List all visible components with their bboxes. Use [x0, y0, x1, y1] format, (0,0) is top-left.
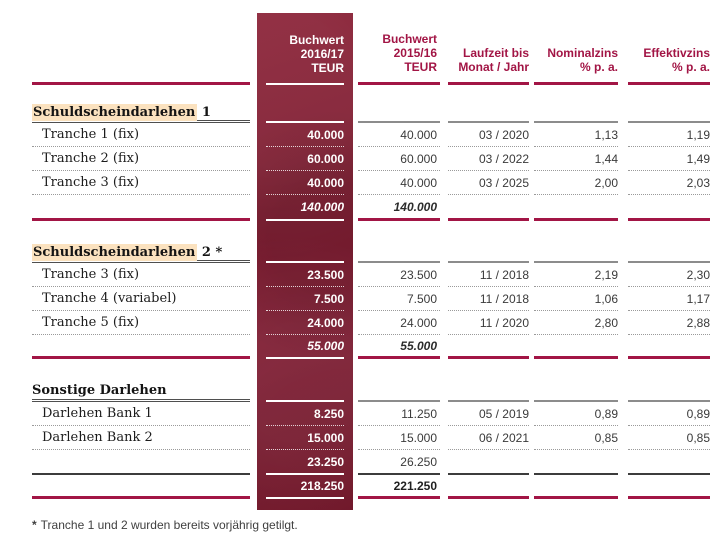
laufzeit-value: 03 / 2020 [448, 123, 529, 147]
buchwert-2016-17-value: 15.000 [266, 426, 344, 450]
nominalzins-value: 1,13 [534, 123, 618, 147]
section-total-2016-17: 140.000 [266, 195, 344, 221]
laufzeit-value: 11 / 2018 [448, 287, 529, 311]
laufzeit-value: 05 / 2019 [448, 402, 529, 426]
header-laufzeit: Laufzeit bis Monat / Jahr [448, 13, 529, 85]
buchwert-2015-16-value: 15.000 [358, 426, 440, 450]
nominalzins-value: 2,00 [534, 171, 618, 195]
laufzeit-value: 11 / 2018 [448, 263, 529, 287]
section-subtotal-row: 23.250 26.250 [0, 450, 721, 473]
section-total-2016-17: 55.000 [266, 335, 344, 359]
footnote-asterisk: * [32, 518, 37, 532]
effektivzins-value: 2,03 [628, 171, 710, 195]
laufzeit-value: 03 / 2025 [448, 171, 529, 195]
section-1-heading: Schuldscheindarlehen 1 [32, 104, 250, 123]
header-buchwert-2016-17-line2: 2016/17 [300, 47, 344, 61]
table-row: Darlehen Bank 2 15.000 15.000 06 / 2021 … [0, 426, 721, 450]
buchwert-2015-16-value: 11.250 [358, 402, 440, 426]
header-label-column [32, 13, 250, 85]
subtotal-2016-17: 23.250 [307, 454, 344, 469]
header-buchwert-2016-17-line1: Buchwert [289, 33, 344, 47]
buchwert-2016-17-value: 60.000 [266, 147, 344, 171]
header-buchwert-2016-17: Buchwert 2016/17 TEUR [257, 13, 353, 85]
row-label: Darlehen Bank 2 [32, 426, 250, 450]
buchwert-2015-16-value: 23.500 [358, 263, 440, 287]
effektivzins-value: 1,17 [628, 287, 710, 311]
nominalzins-value: 0,85 [534, 426, 618, 450]
laufzeit-value: 06 / 2021 [448, 426, 529, 450]
table-row: Tranche 5 (fix) 24.000 24.000 11 / 2020 … [0, 311, 721, 335]
row-label: Darlehen Bank 1 [32, 402, 250, 426]
effektivzins-value: 2,30 [628, 263, 710, 287]
nominalzins-value: 1,44 [534, 147, 618, 171]
table-row: Darlehen Bank 1 8.250 11.250 05 / 2019 0… [0, 402, 721, 426]
buchwert-2016-17-value: 7.500 [266, 287, 344, 311]
laufzeit-value: 11 / 2020 [448, 311, 529, 335]
spacer [0, 359, 721, 383]
effektivzins-value: 1,49 [628, 147, 710, 171]
grand-total-row: 218.250 221.250 [0, 473, 721, 499]
loan-table: Buchwert 2016/17 TEUR Buchwert 2015/16 T… [0, 0, 721, 499]
effektivzins-value: 0,89 [628, 402, 710, 426]
table-row: Tranche 1 (fix) 40.000 40.000 03 / 2020 … [0, 123, 721, 147]
nominalzins-value: 2,19 [534, 263, 618, 287]
table-row: Tranche 3 (fix) 40.000 40.000 03 / 2025 … [0, 171, 721, 195]
section-total-row: 140.000 140.000 [0, 195, 721, 221]
buchwert-2016-17-value: 24.000 [266, 311, 344, 335]
row-label: Tranche 5 (fix) [32, 311, 250, 335]
section-heading-row: Sonstige Darlehen [0, 383, 721, 402]
effektivzins-value: 2,88 [628, 311, 710, 335]
grand-total-2016-17: 218.250 [266, 473, 344, 499]
spacer [0, 85, 721, 105]
nominalzins-value: 1,06 [534, 287, 618, 311]
nominalzins-value: 0,89 [534, 402, 618, 426]
row-label: Tranche 3 (fix) [32, 263, 250, 287]
spacer [0, 221, 721, 245]
header-nominalzins: Nominalzins % p. a. [534, 13, 618, 85]
effektivzins-value: 0,85 [628, 426, 710, 450]
row-label: Tranche 1 (fix) [32, 123, 250, 147]
section-total-2015-16: 55.000 [358, 335, 440, 359]
header-buchwert-2016-17-line3: TEUR [311, 61, 344, 75]
subtotal-2015-16: 26.250 [400, 454, 437, 469]
nominalzins-value: 2,80 [534, 311, 618, 335]
row-label: Tranche 2 (fix) [32, 147, 250, 171]
row-label: Tranche 4 (variabel) [32, 287, 250, 311]
section-3-heading: Sonstige Darlehen [32, 383, 250, 402]
table-row: Tranche 2 (fix) 60.000 60.000 03 / 2022 … [0, 147, 721, 171]
table-row: Tranche 3 (fix) 23.500 23.500 11 / 2018 … [0, 263, 721, 287]
table-row: Tranche 4 (variabel) 7.500 7.500 11 / 20… [0, 287, 721, 311]
buchwert-2015-16-value: 40.000 [358, 123, 440, 147]
section-heading-row: Schuldscheindarlehen 2 * [0, 244, 721, 263]
buchwert-2015-16-value: 24.000 [358, 311, 440, 335]
footnote: * Tranche 1 und 2 wurden bereits vorjähri… [32, 518, 298, 532]
row-label: Tranche 3 (fix) [32, 171, 250, 195]
buchwert-2016-17-value: 40.000 [266, 123, 344, 147]
grand-total-2015-16: 221.250 [358, 473, 440, 499]
buchwert-2015-16-value: 60.000 [358, 147, 440, 171]
section-2-heading: Schuldscheindarlehen 2 * [32, 244, 250, 263]
section-heading-row: Schuldscheindarlehen 1 [0, 104, 721, 123]
laufzeit-value: 03 / 2022 [448, 147, 529, 171]
effektivzins-value: 1,19 [628, 123, 710, 147]
header-effektivzins: Effektivzins % p. a. [628, 13, 710, 85]
buchwert-2015-16-value: 7.500 [358, 287, 440, 311]
table-header-row: Buchwert 2016/17 TEUR Buchwert 2015/16 T… [0, 0, 721, 85]
section-total-2015-16: 140.000 [358, 195, 440, 221]
footnote-text: Tranche 1 und 2 wurden bereits vorjährig… [40, 518, 298, 532]
buchwert-2016-17-value: 40.000 [266, 171, 344, 195]
section-total-row: 55.000 55.000 [0, 335, 721, 359]
buchwert-2016-17-value: 23.500 [266, 263, 344, 287]
buchwert-2015-16-value: 40.000 [358, 171, 440, 195]
header-buchwert-2015-16: Buchwert 2015/16 TEUR [358, 13, 440, 85]
buchwert-2016-17-value: 8.250 [266, 402, 344, 426]
